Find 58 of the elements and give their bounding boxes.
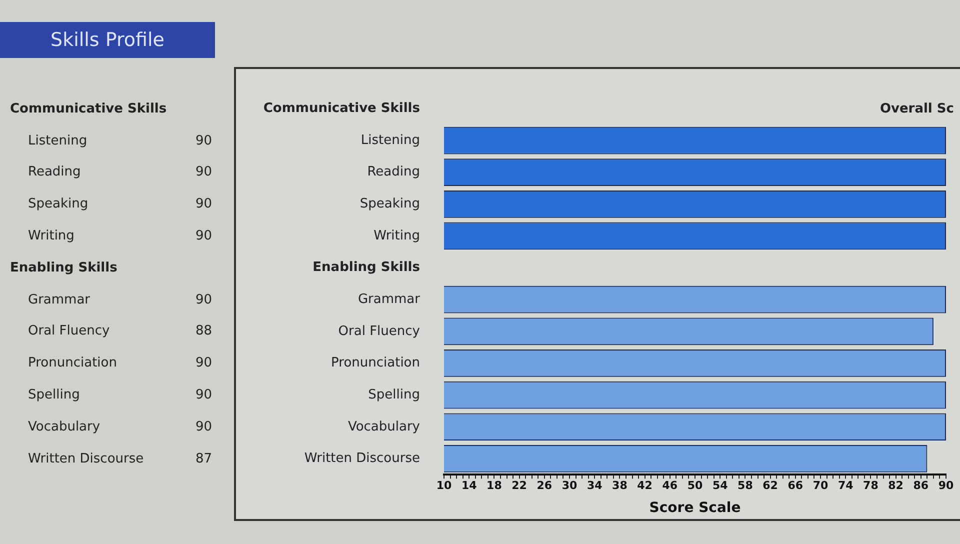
x-tick-label: 86: [913, 479, 929, 492]
category-label: Written Discourse: [28, 451, 144, 466]
y-tick-label: Vocabulary: [348, 419, 420, 434]
x-tick-label: 62: [762, 479, 778, 492]
x-tick-label: 74: [838, 479, 854, 492]
y-tick-label: Enabling Skills: [312, 260, 420, 276]
data-label: 90: [194, 419, 212, 434]
y-tick-label: Writing: [374, 228, 420, 244]
y-tick-label: Pronunciation: [331, 356, 420, 371]
x-tick-label: 26: [536, 479, 552, 492]
x-tick-label: 30: [562, 479, 578, 492]
x-tick-label: 50: [687, 479, 703, 492]
data-label: 90: [194, 388, 212, 403]
data-label: 88: [194, 324, 212, 339]
category-label: Pronunciation: [28, 356, 117, 371]
category-label: Reading: [28, 164, 81, 180]
category-label: Writing: [28, 228, 74, 244]
y-tick-label: Reading: [367, 164, 420, 180]
category-label: Communicative Skills: [10, 101, 167, 116]
category-label: Spelling: [28, 388, 80, 403]
category-label: Speaking: [28, 196, 88, 212]
category-label: Listening: [28, 133, 88, 148]
category-label: Enabling Skills: [10, 260, 118, 276]
x-axis-title: Score Scale: [649, 500, 741, 516]
x-tick-label: 18: [486, 479, 502, 492]
data-label: 90: [194, 133, 212, 148]
text: Skills Profile: [0, 22, 215, 58]
x-tick-label: 54: [712, 479, 728, 492]
x-tick-label: 82: [888, 479, 904, 492]
y-tick-label: Listening: [360, 132, 420, 148]
category-label: Grammar: [28, 292, 90, 308]
x-tick-label: 34: [586, 479, 603, 492]
x-tick-label: 58: [738, 479, 753, 492]
category-label: Oral Fluency: [28, 324, 110, 339]
annotation: Overall Sc: [880, 101, 954, 116]
y-tick-label: Written Discourse: [304, 451, 420, 466]
x-tick-label: 46: [662, 479, 678, 492]
x-tick-label: 90: [938, 479, 954, 492]
data-label: 90: [194, 228, 212, 244]
y-tick-label: Oral Fluency: [338, 324, 420, 339]
x-tick-label: 14: [461, 479, 478, 492]
y-tick-label: Communicative Skills: [263, 101, 420, 116]
x-tick-label: 10: [436, 479, 452, 492]
data-label: 87: [194, 451, 212, 466]
y-tick-label: Grammar: [358, 292, 421, 307]
data-label: 90: [194, 196, 212, 212]
x-tick-label: 70: [812, 479, 828, 492]
x-tick-label: 38: [612, 479, 628, 492]
x-tick-label: 42: [637, 479, 652, 492]
x-tick-label: 78: [863, 479, 878, 492]
x-tick-label: 22: [512, 479, 527, 492]
data-label: 90: [194, 292, 212, 308]
data-label: 90: [194, 164, 212, 180]
x-tick-label: 66: [788, 479, 804, 492]
category-label: Vocabulary: [28, 419, 100, 434]
y-tick-label: Spelling: [368, 387, 420, 402]
data-label: 90: [194, 356, 212, 371]
y-tick-label: Speaking: [360, 196, 420, 212]
